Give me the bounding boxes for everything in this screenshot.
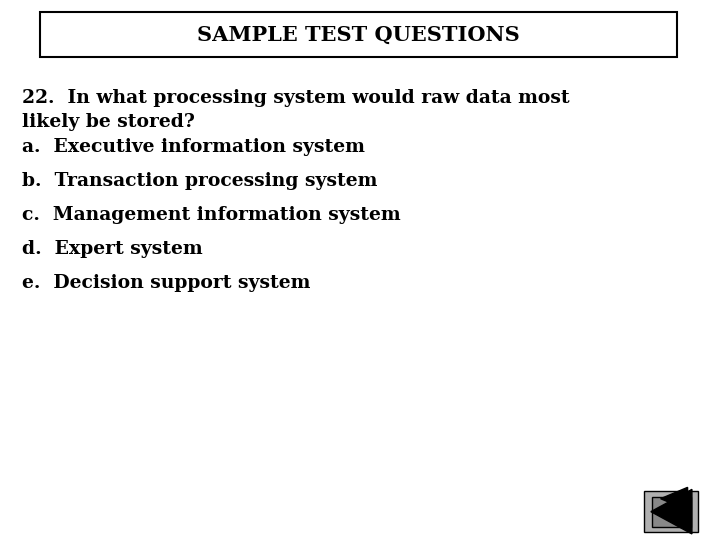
Text: 22.  In what processing system would raw data most: 22. In what processing system would raw … bbox=[22, 89, 570, 107]
Text: e.  Decision support system: e. Decision support system bbox=[22, 274, 310, 292]
Text: likely be stored?: likely be stored? bbox=[22, 113, 194, 131]
Text: d.  Expert system: d. Expert system bbox=[22, 240, 202, 258]
Text: b.  Transaction processing system: b. Transaction processing system bbox=[22, 172, 377, 190]
Text: a.  Executive information system: a. Executive information system bbox=[22, 138, 364, 156]
FancyBboxPatch shape bbox=[652, 497, 691, 526]
Text: SAMPLE TEST QUESTIONS: SAMPLE TEST QUESTIONS bbox=[197, 24, 520, 45]
Text: c.  Management information system: c. Management information system bbox=[22, 206, 400, 224]
FancyBboxPatch shape bbox=[644, 491, 698, 532]
Polygon shape bbox=[651, 489, 692, 534]
Polygon shape bbox=[661, 487, 688, 510]
FancyBboxPatch shape bbox=[40, 12, 677, 57]
